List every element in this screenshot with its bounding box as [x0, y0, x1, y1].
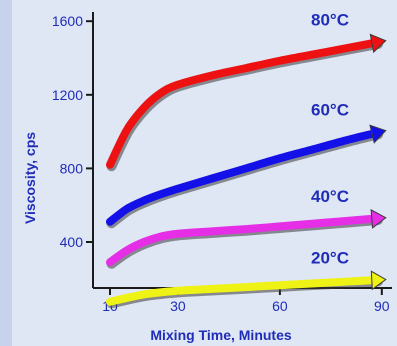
series-label-20-c: 20°C [311, 249, 349, 268]
series-lines [105, 33, 387, 309]
y-tick-label-1600: 1600 [52, 13, 83, 29]
series-label-40-c: 40°C [311, 187, 349, 206]
series-label-60-c: 60°C [311, 101, 349, 120]
x-tick-label-90: 90 [374, 298, 390, 314]
y-tick-label-800: 800 [60, 160, 84, 176]
series-arrowhead-40-c [370, 209, 387, 229]
series-labels: 80°C 60°C 40°C 20°C [311, 10, 349, 267]
series-arrowhead-80-c [369, 33, 387, 54]
left-border-strip [0, 0, 12, 346]
y-axis-title: Viscosity, cps [22, 132, 38, 224]
x-axis-title: Mixing Time, Minutes [150, 327, 292, 343]
series-arrowhead-60-c [369, 124, 387, 144]
series-label-80-c: 80°C [311, 10, 349, 29]
x-tick-label-30: 30 [170, 298, 186, 314]
y-tick-label-400: 400 [60, 234, 84, 250]
x-tick-label-60: 60 [272, 298, 288, 314]
y-tick-label-1200: 1200 [52, 87, 83, 103]
series-arrowhead-20-c [370, 270, 387, 291]
